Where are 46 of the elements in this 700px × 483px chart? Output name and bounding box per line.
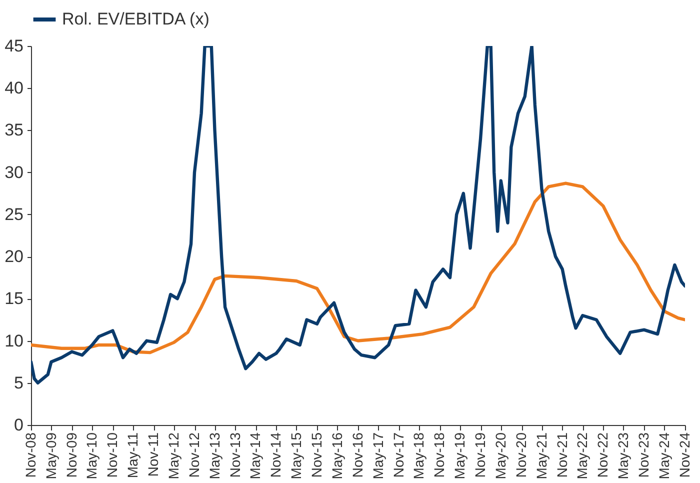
x-tick-label: May-22 xyxy=(574,432,590,480)
x-tick-label: May-20 xyxy=(492,432,508,480)
x-tick-label: May-19 xyxy=(451,432,468,480)
line-series xyxy=(31,46,685,384)
legend-label: Rol. EV/EBITDA (x) xyxy=(62,10,210,28)
x-tick-label: Nov-14 xyxy=(268,432,284,478)
x-tick-label: Nov-19 xyxy=(472,432,488,478)
x-tick-label: Nov-23 xyxy=(636,432,652,478)
y-tick-label: 0 xyxy=(14,416,24,434)
x-tick-label: Nov-18 xyxy=(431,432,448,478)
x-tick-label: Nov-22 xyxy=(594,432,611,478)
x-tick-label: May-24 xyxy=(656,432,672,480)
y-tick-label: 10 xyxy=(4,331,24,350)
x-tick-label: May-10 xyxy=(84,432,100,480)
y-tick-label: 25 xyxy=(4,204,24,224)
x-tick-label: Nov-10 xyxy=(104,432,120,478)
x-tick-label: Nov-09 xyxy=(63,432,80,478)
x-tick-label: May-15 xyxy=(288,432,304,480)
y-tick-label: 35 xyxy=(4,120,24,140)
y-tick-label: 15 xyxy=(4,289,24,308)
x-tick-label: May-09 xyxy=(42,432,59,480)
y-tick-label: 45 xyxy=(4,36,24,56)
x-tick-label: May-23 xyxy=(614,432,631,480)
x-tick-label: Nov-08 xyxy=(22,432,38,478)
x-tick-label: Nov-15 xyxy=(308,432,325,478)
x-tick-label: May-17 xyxy=(370,432,386,480)
x-tick-label: May-11 xyxy=(124,432,140,478)
x-tick-label: Nov-11 xyxy=(145,432,162,477)
x-tick-label: Nov-17 xyxy=(390,432,406,478)
line-series xyxy=(31,182,685,354)
x-tick-label: Nov-20 xyxy=(513,432,529,478)
x-tick-label: Nov-13 xyxy=(226,432,243,478)
y-tick-label: 5 xyxy=(14,373,24,392)
x-tick-label: May-13 xyxy=(206,432,222,480)
x-tick-label: Nov-21 xyxy=(554,432,570,478)
x-tick-label: May-16 xyxy=(328,432,345,480)
x-tick-label: May-14 xyxy=(247,432,264,480)
x-tick-label: Nov-16 xyxy=(350,432,366,478)
y-tick-label: 20 xyxy=(4,247,24,266)
x-tick-label: May-12 xyxy=(165,432,182,480)
x-tick-label: Nov-12 xyxy=(186,432,202,478)
x-tick-label: May-21 xyxy=(533,432,550,480)
y-tick-label: 40 xyxy=(4,78,24,98)
x-tick-label: Nov-24 xyxy=(676,432,692,478)
x-tick-label: May-18 xyxy=(410,432,427,480)
y-tick-label: 30 xyxy=(4,162,24,182)
